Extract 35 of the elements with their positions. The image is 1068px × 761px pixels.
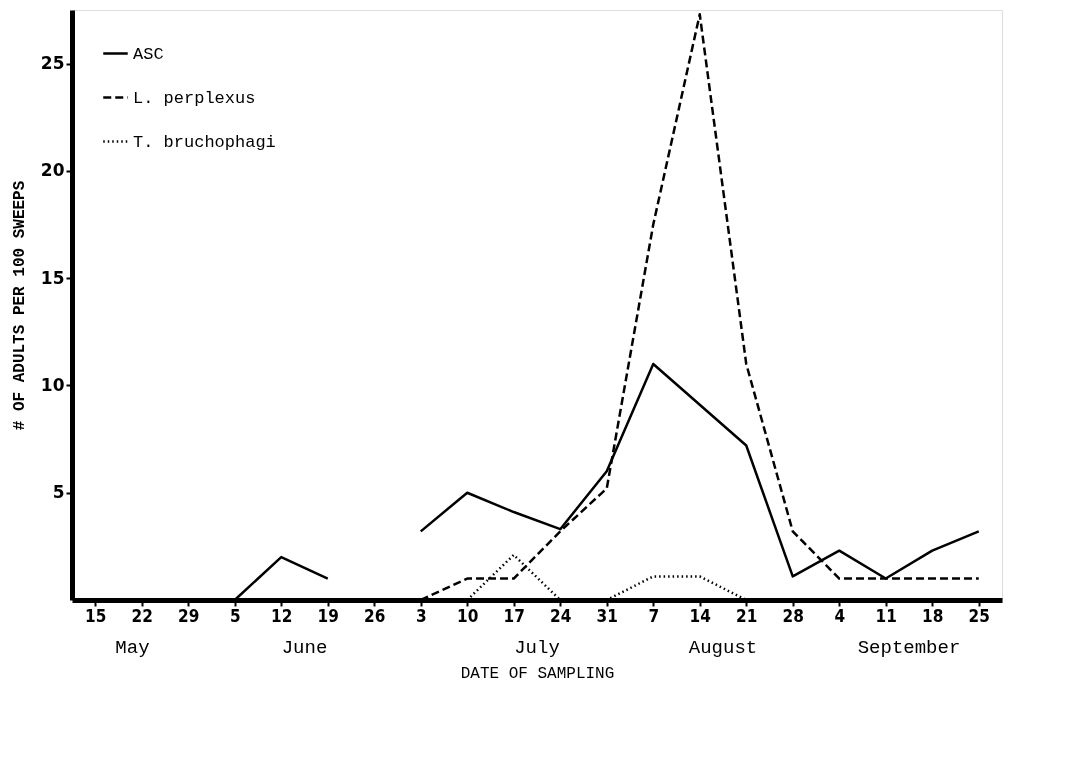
legend-label: ASC [133,44,164,64]
y-tick-label: 5 [52,482,65,503]
x-tick-label: 4 [834,605,846,626]
x-tick-label: 15 [85,605,107,626]
x-tick-label: 25 [968,605,990,626]
x-tick-label: 10 [457,605,479,626]
x-tick-label: 14 [689,605,711,626]
x-axis-title: DATE OF SAMPLING [460,664,615,683]
y-axis-title: # OF ADULTS PER 100 SWEEPS [10,180,29,431]
legend-label: L. perplexus [133,88,256,108]
text: September [857,637,961,659]
x-tick-label: 17 [503,605,525,626]
text: July [514,637,560,659]
x-tick-label: 28 [782,605,804,626]
x-tick-label: 21 [736,605,758,626]
text: August [688,637,758,659]
y-tick-label: 15 [40,267,65,288]
x-tick-label: 22 [131,605,153,626]
text: May [115,637,150,659]
x-tick-label: 7 [648,605,660,626]
x-tick-label: 12 [271,605,293,626]
x-tick-label: 31 [596,605,618,626]
x-tick-label: 26 [364,605,386,626]
x-tick-label: 24 [550,605,572,626]
x-tick-label: 18 [922,605,944,626]
x-tick-label: 3 [415,605,427,626]
legend-label: T. bruchophagi [133,132,276,152]
x-tick-label: 19 [317,605,339,626]
y-tick-label: 10 [40,374,65,395]
text: June [281,637,328,659]
x-tick-label: 5 [229,605,241,626]
y-tick-label: 25 [40,53,65,74]
y-tick-label: 20 [40,160,65,181]
x-tick-label: 29 [178,605,200,626]
x-tick-label: 11 [875,605,897,626]
